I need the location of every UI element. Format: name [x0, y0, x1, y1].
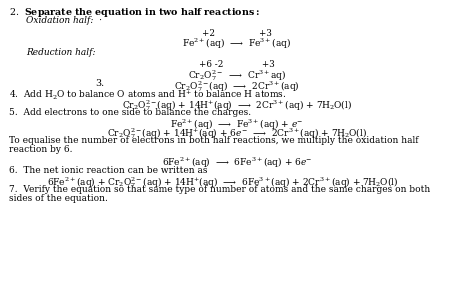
Text: Cr$_{2}$O$_{7}^{2-}$  ⟶  Cr$^{3+}$aq): Cr$_{2}$O$_{7}^{2-}$ ⟶ Cr$^{3+}$aq): [188, 69, 286, 84]
Text: 2.  $\mathbf{Separate\ the\ equation\ in\ two\ half\ reactions:}$: 2. $\mathbf{Separate\ the\ equation\ in\…: [9, 6, 259, 19]
Text: 5.  Add electrons to one side to balance the charges.: 5. Add electrons to one side to balance …: [9, 108, 251, 117]
Text: Fe$^{2+}$(aq)  ⟶  Fe$^{3+}$(aq): Fe$^{2+}$(aq) ⟶ Fe$^{3+}$(aq): [182, 37, 292, 51]
Text: Fe$^{2+}$(aq)  ⟶  Fe$^{3+}$(aq) + $e^{-}$: Fe$^{2+}$(aq) ⟶ Fe$^{3+}$(aq) + $e^{-}$: [170, 117, 304, 132]
Text: 7.  Verify the equation so that same type of number of atoms and the same charge: 7. Verify the equation so that same type…: [9, 185, 430, 194]
Text: Oxidation half:  ·: Oxidation half: ·: [26, 16, 102, 25]
Text: Cr$_{2}$O$_{7}^{2-}$(aq)  ⟶  2Cr$^{3+}$(aq): Cr$_{2}$O$_{7}^{2-}$(aq) ⟶ 2Cr$^{3+}$(aq…: [174, 79, 300, 94]
Text: Cr$_{2}$O$_{7}^{2-}$(aq) + 14H$^{+}$(aq) + 6$e^{-}$  ⟶  2Cr$^{3+}$(aq) + 7H$_{2}: Cr$_{2}$O$_{7}^{2-}$(aq) + 14H$^{+}$(aq)…: [107, 126, 367, 141]
Text: 3.: 3.: [95, 79, 104, 88]
Text: 6Fe$^{2+}$(aq) + Cr$_{2}$O$_{7}^{2-}$(aq) + 14H$^{+}$(aq)  ⟶  6Fe$^{3+}$(aq) + 2: 6Fe$^{2+}$(aq) + Cr$_{2}$O$_{7}^{2-}$(aq…: [47, 175, 399, 190]
Text: reaction by 6.: reaction by 6.: [9, 145, 72, 154]
Text: +6 -2              +3: +6 -2 +3: [199, 60, 275, 69]
Text: 4.  Add H$_{2}$O to balance O atoms and H$^{+}$ to balance H atoms.: 4. Add H$_{2}$O to balance O atoms and H…: [9, 89, 286, 102]
Text: sides of the equation.: sides of the equation.: [9, 194, 108, 203]
Text: Reduction half:: Reduction half:: [26, 48, 96, 57]
Text: To equalise the number of electrons in both half reactions, we multiply the oxid: To equalise the number of electrons in b…: [9, 136, 418, 145]
Text: 6Fe$^{2+}$(aq)  ⟶  6Fe$^{3+}$(aq) + 6$e^{-}$: 6Fe$^{2+}$(aq) ⟶ 6Fe$^{3+}$(aq) + 6$e^{-…: [162, 156, 312, 170]
Text: Cr$_{2}$O$_{7}^{2-}$(aq) + 14H$^{+}$(aq)  ⟶  2Cr$^{3+}$(aq) + 7H$_{2}$O(l): Cr$_{2}$O$_{7}^{2-}$(aq) + 14H$^{+}$(aq)…: [122, 98, 352, 113]
Text: 6.  The net ionic reaction can be written as: 6. The net ionic reaction can be written…: [9, 166, 207, 175]
Text: +2                +3: +2 +3: [202, 29, 272, 38]
